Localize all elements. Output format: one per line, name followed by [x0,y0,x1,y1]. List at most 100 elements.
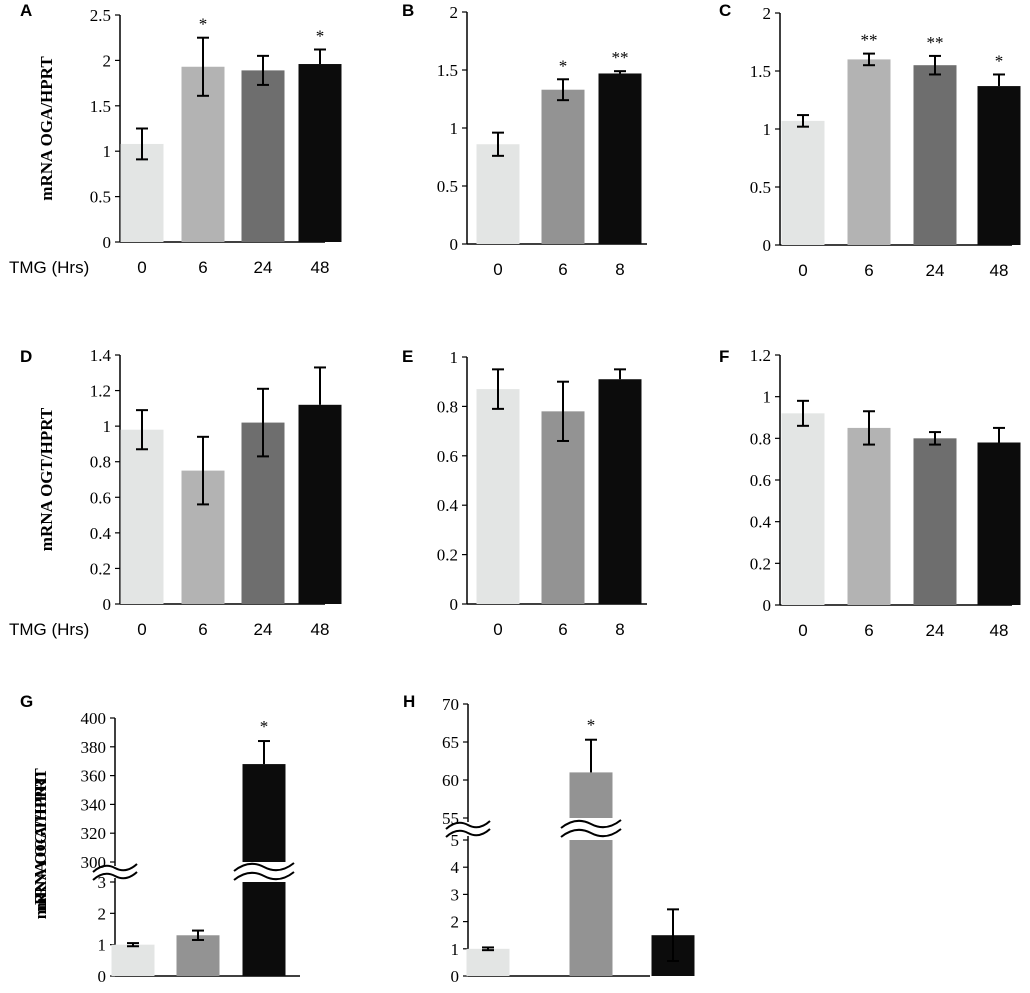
bar [541,89,585,244]
bar [569,840,613,976]
y-tick-label: 0.8 [90,453,111,472]
y-tick-label: 2 [451,913,460,932]
x-tick-label: 24 [926,621,945,640]
y-tick-label: 2 [103,51,112,70]
y-tick-label: 0.4 [90,524,112,543]
x-tick-label: 6 [864,261,873,280]
y-tick-label: 0 [451,967,460,986]
x-prefix-label: TMG (Hrs) [9,620,89,639]
y-tick-label: 400 [81,709,107,728]
panel-label: D [20,347,32,366]
bar [466,948,510,976]
y-tick-label: 1.5 [437,61,458,80]
y-tick-label: 340 [81,795,107,814]
bar [781,120,825,245]
axis-break-mark [92,863,138,873]
y-tick-label: 1 [103,417,112,436]
bar [476,144,520,244]
y-tick-label: 0.2 [750,554,771,573]
x-prefix-label: TMG (Hrs) [9,258,89,277]
y-tick-label: 70 [442,695,459,714]
y-tick-label: 2 [763,4,772,23]
y-tick-label: 0.5 [437,177,458,196]
x-tick-label: 48 [990,261,1009,280]
panel-b: B 0 0.5 1 1.5 2 0 * 6 ** 8 [402,1,647,279]
panel-label: A [20,1,32,20]
y-tick-label: 3 [98,873,107,892]
bar [569,772,613,818]
x-tick-label: 0 [493,620,502,639]
significance-marker: ** [612,48,629,67]
x-tick-label: 8 [615,620,624,639]
y-tick-label: 300 [81,853,107,872]
y-tick-label: 60 [442,771,459,790]
y-tick-label: 0 [763,596,772,615]
x-tick-label: 0 [798,261,807,280]
bar [111,944,155,976]
significance-marker: ** [861,31,878,50]
y-tick-label: 320 [81,824,107,843]
x-tick-label: 8 [615,260,624,279]
significance-marker: * [316,27,325,46]
bar [242,882,286,976]
x-tick-label: 24 [254,258,273,277]
y-tick-label: 1 [98,936,107,955]
x-tick-label: 48 [311,620,330,639]
y-tick-label: 0 [450,595,459,614]
panel-label: E [402,347,413,366]
panel-d: D 0 0.2 0.4 0.6 0.8 1 1.2 1.4 mRNA OGT/HPRT TMG (H… [9,346,342,639]
bar-break-mark [233,862,295,872]
y-tick-label: 0.6 [750,471,771,490]
bar [847,59,891,246]
y-tick-label: 0 [98,967,107,986]
axis-break-mark [445,828,491,838]
x-tick-label: 24 [254,620,273,639]
bar [298,404,342,604]
panel-label: G [20,692,33,711]
y-axis-title: mRNA OGT/HPRT [37,407,56,551]
y-tick-label: 0.2 [437,546,458,565]
panel-label: C [719,1,731,20]
bar [120,429,164,604]
y-tick-label: 0 [103,233,112,252]
y-tick-label: 2 [98,904,107,923]
y-tick-label: 0.5 [90,188,111,207]
x-tick-label: 0 [137,620,146,639]
y-tick-label: 0.8 [437,397,458,416]
panel-label: H [403,692,415,711]
bar [476,389,520,604]
y-tick-label: 65 [442,733,459,752]
y-tick-label: 0.4 [437,496,459,515]
bar [241,70,285,242]
y-axis-title: mRNA OGA/HPRT [37,56,56,201]
significance-marker: * [260,717,269,736]
y-tick-label: 0.2 [90,559,111,578]
bar [977,442,1021,605]
bar-break-mark [560,828,622,838]
axis-break-mark [92,871,138,881]
y-tick-label: 1.5 [750,62,771,81]
axis-break-mark [445,820,491,830]
y-tick-label: 1.2 [750,346,771,365]
panel-c: C 0 0.5 1 1.5 2 0 ** 6 ** 24 * 48 [719,1,1021,280]
panel-label: B [402,1,414,20]
bar [242,764,286,862]
y-tick-label: 1 [763,388,772,407]
y-tick-label: 1 [450,348,459,367]
bar [847,427,891,605]
y-tick-label: 1.4 [90,346,112,365]
panel-label: F [719,347,729,366]
bar-break-mark [560,819,622,829]
x-tick-label: 0 [137,258,146,277]
x-tick-label: 6 [198,258,207,277]
y-tick-label: 55 [442,809,459,828]
significance-marker: * [995,51,1004,70]
panel-f: F 0 0.2 0.4 0.6 0.8 1 1.2 0 6 24 48 [719,346,1021,640]
y-tick-label: 4 [451,858,460,877]
x-tick-label: 6 [198,620,207,639]
y-tick-label: 1 [103,142,112,161]
x-tick-label: 48 [311,258,330,277]
panel-e: E 0 0.2 0.4 0.6 0.8 1 0 6 8 [402,347,647,639]
bar [781,413,825,605]
